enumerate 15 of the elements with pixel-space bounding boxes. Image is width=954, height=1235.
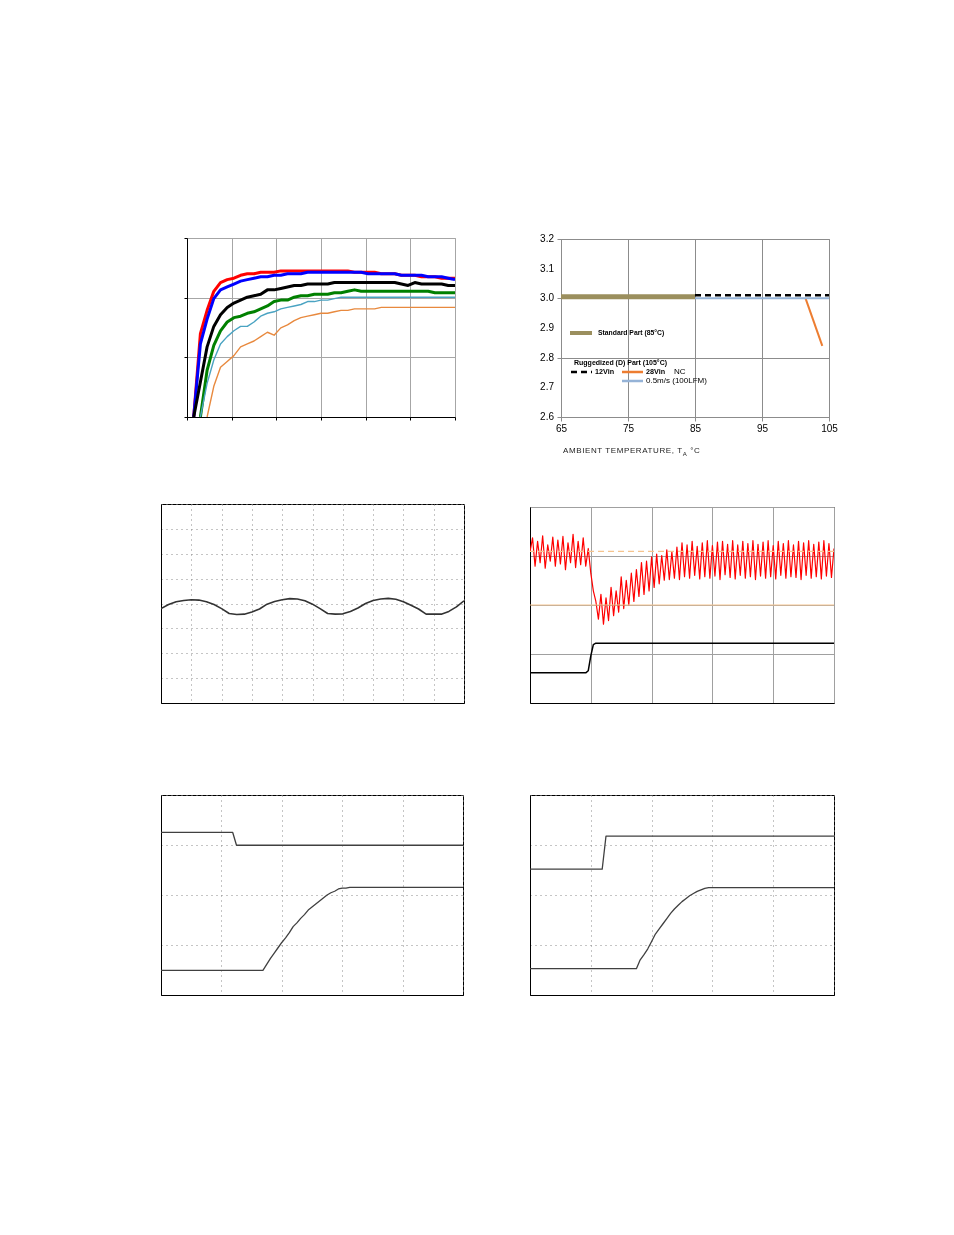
y-tick-label: 2.6 [540,411,555,422]
x-axis-title: AMBIENT TEMPERATURE, T$_{A}$ °C [563,446,701,458]
legend-label: 0.5m/s (100LFM) [646,376,708,385]
x-tick-label: 75 [622,422,635,434]
y-tick-label: 3.2 [540,233,555,244]
x-tick-label: 85 [689,422,702,434]
x-tick-label: 105 [821,422,839,434]
annotation: NC [674,367,686,376]
x-tick-label: 65 [555,422,568,434]
y-tick-label: 3.0 [540,292,555,304]
y-tick-label: 3.1 [540,262,555,274]
y-tick-label: 2.8 [540,351,555,363]
y-tick-label: 2.9 [540,322,555,333]
x-tick-label: 95 [756,422,769,434]
y-tick-label: 2.7 [540,381,555,393]
